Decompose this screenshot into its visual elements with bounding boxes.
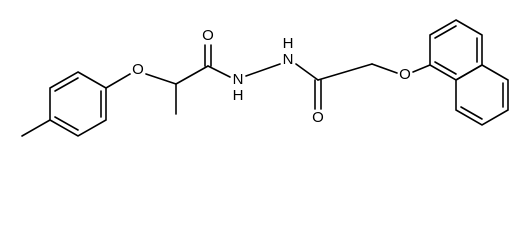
toluene-ring: [49, 71, 107, 137]
atom-label: O: [399, 66, 411, 83]
atom-label: H: [233, 87, 244, 104]
bond: [105, 73, 131, 89]
bond: [175, 65, 209, 85]
molecule-diagram: O O N H N H O O: [21, 19, 509, 137]
ring-double-bond: [54, 116, 79, 131]
atom-labels: O O N H N H O O: [132, 27, 411, 126]
bond: [245, 63, 281, 77]
naphthalene-ring: [455, 64, 509, 126]
bond: [207, 65, 231, 78]
atom-label: N: [233, 71, 244, 88]
naphthalene-ring: [429, 19, 483, 81]
atom-label: N: [283, 51, 294, 68]
atom-label: O: [202, 27, 214, 44]
bond: [295, 63, 319, 81]
bond: [317, 63, 373, 81]
ring-double-bond: [54, 77, 79, 92]
ring-double-bond: [460, 106, 483, 120]
bond: [412, 64, 431, 73]
methyl-bond: [21, 119, 51, 137]
ring-double-bond: [434, 61, 457, 75]
atom-label: H: [283, 35, 294, 52]
bond: [371, 63, 398, 74]
ring-double-bond: [434, 25, 457, 39]
bond: [145, 73, 177, 85]
atom-label: O: [312, 109, 324, 126]
bonds: [21, 19, 509, 137]
atom-label: O: [132, 61, 144, 78]
